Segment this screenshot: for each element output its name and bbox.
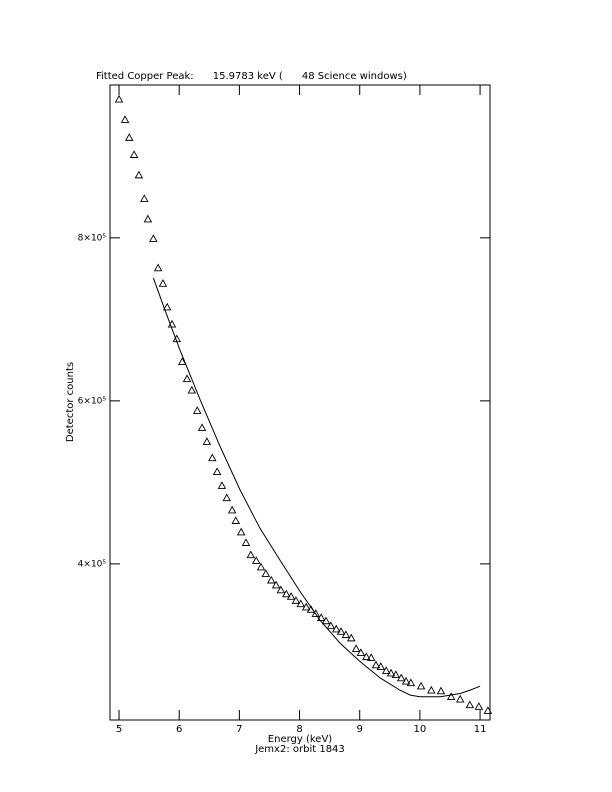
x-axis-label: Energy (keV)	[268, 734, 333, 745]
data-point	[282, 589, 291, 598]
data-point	[391, 670, 401, 679]
data-point	[236, 527, 246, 536]
x-tick-label: 11	[474, 724, 487, 735]
data-point	[246, 550, 256, 559]
data-point	[256, 562, 266, 571]
data-point	[261, 569, 271, 577]
data-point	[483, 706, 493, 714]
data-point	[396, 673, 406, 682]
y-tick-label: 6×10⁵	[78, 396, 107, 406]
x-tick-label: 5	[116, 724, 122, 735]
data-point	[162, 302, 172, 311]
data-point	[465, 700, 475, 709]
data-point	[197, 423, 207, 432]
data-point	[182, 374, 192, 383]
data-point	[296, 599, 306, 608]
data-point	[446, 692, 456, 701]
data-point	[341, 630, 351, 639]
data-point	[356, 648, 366, 656]
data-point	[208, 453, 217, 462]
fit-line	[152, 277, 481, 698]
x-tick-label: 9	[357, 724, 363, 735]
data-point	[124, 133, 134, 141]
chart-title: Fitted Copper Peak: 15.9783 keV ( 48 Sci…	[96, 71, 407, 82]
data-point	[455, 694, 465, 703]
x-tick-label: 10	[414, 724, 427, 735]
data-point	[120, 115, 130, 123]
y-axis-label: Detector counts	[65, 362, 76, 442]
data-point	[416, 681, 426, 690]
data-point	[351, 644, 361, 652]
data-point	[202, 437, 212, 445]
data-point	[140, 194, 149, 202]
data-point	[336, 627, 346, 635]
data-point	[276, 585, 286, 594]
data-point	[241, 538, 251, 546]
data-point	[129, 150, 139, 158]
data-point	[376, 662, 386, 670]
data-point	[227, 505, 237, 514]
subtitle: Jemx2: orbit 1843	[254, 744, 345, 755]
data-point	[386, 668, 396, 677]
data-point	[177, 357, 187, 365]
x-tick-label: 6	[176, 724, 182, 735]
data-point	[321, 616, 331, 625]
data-point	[366, 653, 376, 661]
data-point	[401, 676, 411, 685]
data-point	[406, 678, 416, 687]
data-point	[149, 234, 158, 242]
data-point	[217, 481, 227, 489]
data-point	[381, 666, 391, 674]
data-point	[212, 467, 222, 476]
data-point	[134, 170, 144, 179]
data-point	[331, 624, 341, 633]
data-point	[114, 94, 124, 103]
data-point	[291, 596, 301, 604]
data-point	[187, 385, 197, 394]
x-tick-label: 7	[236, 724, 242, 735]
data-point	[192, 406, 202, 414]
data-point	[143, 214, 153, 223]
data-point	[271, 580, 281, 589]
data-point	[326, 621, 336, 630]
data-point	[251, 556, 261, 564]
data-point	[153, 263, 163, 272]
data-point	[371, 660, 381, 669]
data-point	[286, 592, 296, 600]
data-point	[316, 613, 326, 621]
y-tick-label: 4×10⁵	[78, 559, 107, 569]
data-point	[158, 279, 168, 287]
data-point	[311, 609, 321, 617]
data-point	[222, 493, 232, 502]
data-point	[347, 633, 356, 642]
y-tick-label: 8×10⁵	[78, 233, 107, 243]
data-point	[362, 652, 371, 661]
x-tick-label: 8	[296, 724, 302, 735]
data-point	[267, 575, 276, 584]
data-point	[231, 516, 241, 524]
data-point	[301, 602, 311, 611]
data-point	[427, 685, 436, 694]
data-point	[436, 686, 446, 695]
data-point	[474, 702, 484, 710]
